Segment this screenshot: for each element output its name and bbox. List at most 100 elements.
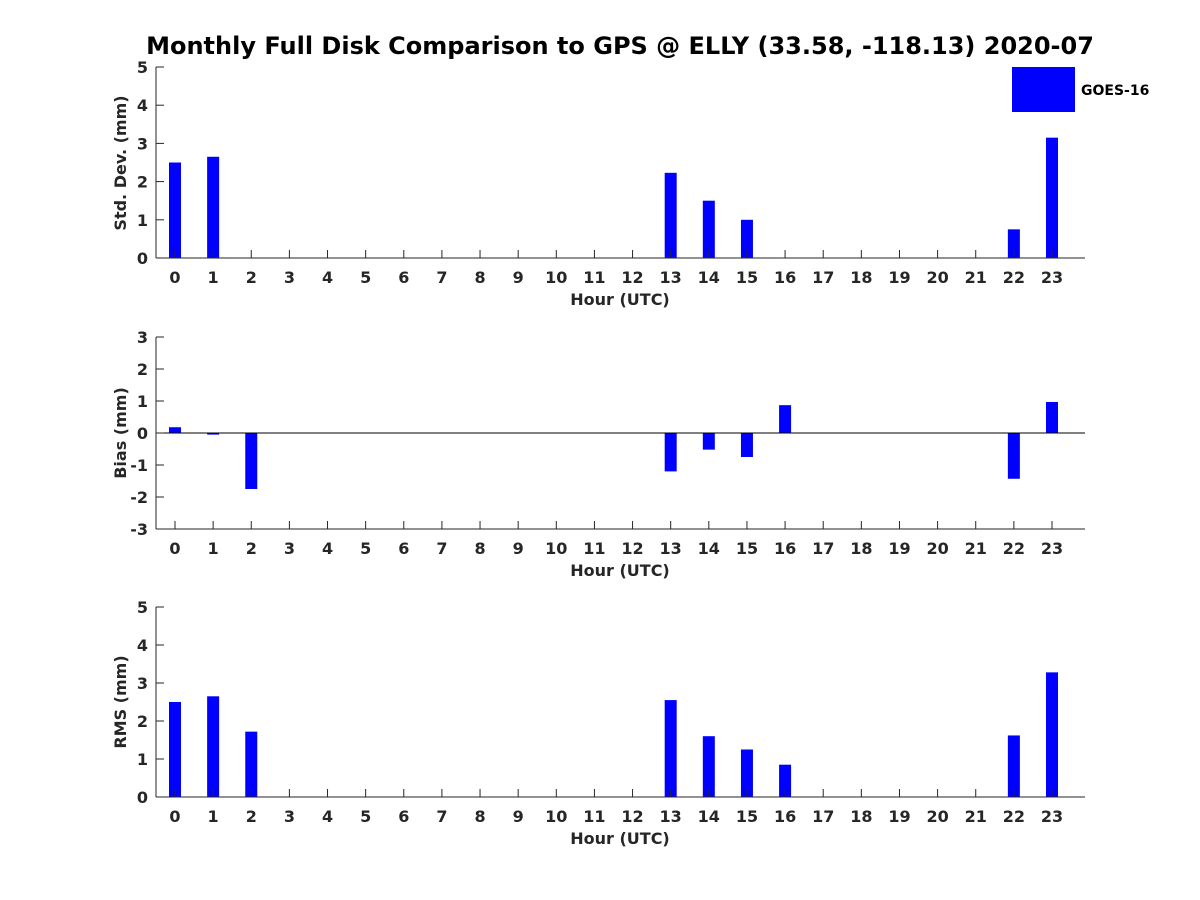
rms-y-tick-label: 0 (137, 788, 148, 807)
legend-label: GOES-16 (1081, 83, 1149, 99)
bias-x-tick-label: 2 (246, 539, 257, 558)
std-dev-x-tick-label: 23 (1041, 268, 1063, 287)
bias-x-tick-label: 14 (698, 539, 720, 558)
rms-x-tick-label: 0 (169, 807, 180, 826)
std-dev-x-tick-label: 4 (322, 268, 333, 287)
bias-x-tick-label: 20 (926, 539, 948, 558)
rms-bar-22 (1007, 735, 1020, 797)
bias-x-tick-label: 4 (322, 539, 333, 558)
std-dev-x-tick-label: 19 (888, 268, 910, 287)
rms-x-tick-label: 6 (398, 807, 409, 826)
rms-x-tick-label: 7 (436, 807, 447, 826)
bias-bar-16 (779, 405, 792, 433)
rms-x-tick-label: 11 (583, 807, 605, 826)
std-dev-bar-23 (1045, 137, 1058, 258)
std-dev-x-tick-label: 6 (398, 268, 409, 287)
std-dev-x-tick-label: 12 (621, 268, 643, 287)
bias-x-tick-label: 12 (621, 539, 643, 558)
rms-bar-1 (207, 696, 220, 797)
bias-x-tick-label: 17 (812, 539, 834, 558)
std-dev-x-tick-label: 11 (583, 268, 605, 287)
bias-x-tick-label: 22 (1003, 539, 1025, 558)
std-dev-y-tick-label: 2 (137, 173, 148, 192)
std-dev-x-tick-label: 20 (926, 268, 948, 287)
rms-x-tick-label: 4 (322, 807, 333, 826)
std-dev-y-tick-label: 4 (137, 96, 148, 115)
bias-x-tick-label: 0 (169, 539, 180, 558)
rms-x-tick-label: 16 (774, 807, 796, 826)
std-dev-x-tick-label: 5 (360, 268, 371, 287)
std-dev-x-tick-label: 2 (246, 268, 257, 287)
rms-bar-23 (1045, 672, 1058, 797)
bias-bar-1 (207, 433, 220, 435)
std-dev-x-tick-label: 17 (812, 268, 834, 287)
bias-x-tick-label: 1 (208, 539, 219, 558)
std-dev-x-tick-label: 9 (513, 268, 524, 287)
rms-bar-13 (664, 700, 677, 797)
std-dev-y-tick-label: 5 (137, 58, 148, 77)
std-dev-x-tick-label: 22 (1003, 268, 1025, 287)
std-dev-bar-13 (664, 172, 677, 258)
bias-y-tick-label: 0 (137, 424, 148, 443)
rms-x-tick-label: 14 (698, 807, 720, 826)
bias-y-axis-label: Bias (mm) (111, 387, 130, 479)
bias-bar-23 (1045, 401, 1058, 433)
rms-x-tick-label: 15 (736, 807, 758, 826)
std-dev-x-tick-label: 15 (736, 268, 758, 287)
std-dev-x-tick-label: 10 (545, 268, 567, 287)
rms-bar-14 (702, 736, 715, 797)
rms-x-tick-label: 9 (513, 807, 524, 826)
std-dev-y-tick-label: 1 (137, 211, 148, 230)
std-dev-x-tick-label: 14 (698, 268, 720, 287)
rms-x-tick-label: 19 (888, 807, 910, 826)
rms-x-tick-label: 12 (621, 807, 643, 826)
rms-x-tick-label: 22 (1003, 807, 1025, 826)
rms-y-tick-label: 4 (137, 636, 148, 655)
bias-x-tick-label: 7 (436, 539, 447, 558)
rms-x-tick-label: 1 (208, 807, 219, 826)
std-dev-x-tick-label: 13 (660, 268, 682, 287)
chart-title: Monthly Full Disk Comparison to GPS @ EL… (146, 32, 1094, 60)
legend-swatch (1012, 67, 1075, 112)
bias-y-tick-label: -1 (130, 456, 148, 475)
bias-x-tick-label: 10 (545, 539, 567, 558)
rms-y-tick-label: 2 (137, 712, 148, 731)
std-dev-bar-14 (702, 200, 715, 258)
rms-y-tick-label: 5 (137, 598, 148, 617)
rms-bar-2 (245, 731, 258, 797)
bias-bar-2 (245, 433, 258, 489)
legend: GOES-16 (1012, 67, 1149, 112)
bias-x-tick-label: 5 (360, 539, 371, 558)
std-dev-bar-0 (169, 162, 181, 258)
rms-y-axis-label: RMS (mm) (111, 655, 130, 748)
rms-x-tick-label: 3 (284, 807, 295, 826)
bias-x-tick-label: 15 (736, 539, 758, 558)
rms-x-tick-label: 8 (474, 807, 485, 826)
std-dev-x-tick-label: 3 (284, 268, 295, 287)
rms-y-tick-label: 1 (137, 750, 148, 769)
std-dev-x-tick-label: 8 (474, 268, 485, 287)
rms-y-tick-label: 3 (137, 674, 148, 693)
rms-bar-15 (740, 749, 753, 797)
bias-bar-14 (702, 433, 715, 450)
std-dev-bar-22 (1007, 229, 1020, 258)
bias-bar-22 (1007, 433, 1020, 479)
rms-bar-0 (169, 702, 181, 797)
std-dev-bar-1 (207, 156, 220, 258)
std-dev-y-axis-label: Std. Dev. (mm) (111, 95, 130, 230)
rms-x-tick-label: 5 (360, 807, 371, 826)
rms-x-tick-label: 2 (246, 807, 257, 826)
rms-x-tick-label: 23 (1041, 807, 1063, 826)
std-dev-x-axis-label: Hour (UTC) (570, 290, 670, 309)
rms-x-tick-label: 18 (850, 807, 872, 826)
bias-x-tick-label: 18 (850, 539, 872, 558)
std-dev-x-tick-label: 21 (965, 268, 987, 287)
std-dev-x-tick-label: 7 (436, 268, 447, 287)
bias-y-tick-label: -2 (130, 488, 148, 507)
rms-x-tick-label: 17 (812, 807, 834, 826)
rms-x-tick-label: 10 (545, 807, 567, 826)
bias-x-tick-label: 16 (774, 539, 796, 558)
bias-bar-0 (169, 427, 181, 433)
